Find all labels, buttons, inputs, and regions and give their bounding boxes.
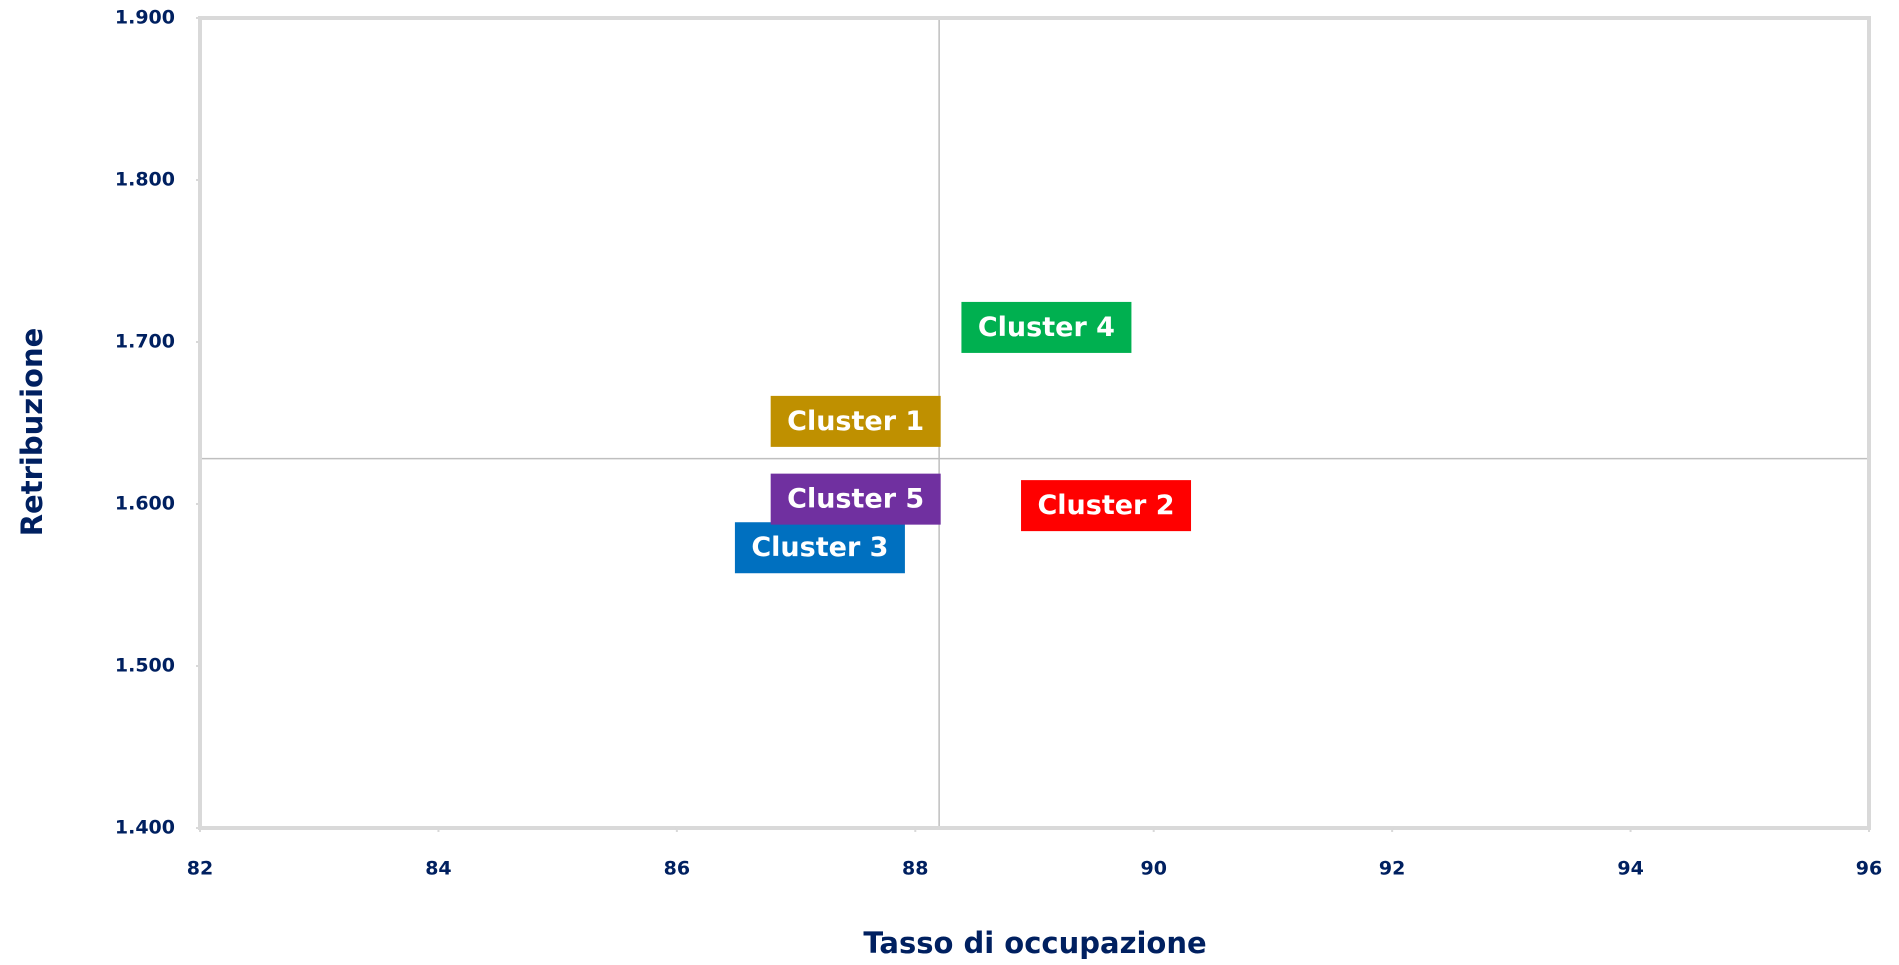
point-label: Cluster 1 — [787, 406, 924, 437]
x-tick-label: 82 — [187, 858, 213, 880]
x-tick-label: 92 — [1379, 858, 1405, 880]
y-tick-label: 1.800 — [115, 169, 175, 191]
x-tick-label: 96 — [1856, 858, 1882, 880]
point-label: Cluster 4 — [978, 312, 1115, 343]
y-tick-label: 1.600 — [115, 493, 175, 515]
point-label-box — [961, 301, 1132, 353]
x-tick-label: 88 — [902, 858, 928, 880]
point-label: Cluster 2 — [1037, 490, 1174, 521]
y-tick-label: 1.900 — [115, 7, 175, 29]
x-tick-label: 84 — [425, 858, 451, 880]
y-axis-title: Retribuzione — [15, 328, 49, 537]
point-label: Cluster 3 — [751, 532, 888, 563]
x-tick-label: 90 — [1140, 858, 1166, 880]
point-label-box — [770, 473, 941, 525]
point-label: Cluster 5 — [787, 484, 924, 515]
x-tick-label: 86 — [664, 858, 690, 880]
y-tick-label: 1.500 — [115, 655, 175, 677]
x-tick-label: 94 — [1617, 858, 1643, 880]
plot-area — [198, 16, 1871, 830]
x-axis-title: Tasso di occupazione — [863, 926, 1206, 960]
point-label-box — [1021, 480, 1192, 532]
point-label-box — [770, 395, 941, 447]
point-label-box — [734, 522, 905, 574]
y-tick-label: 1.400 — [115, 817, 175, 839]
y-tick-label: 1.700 — [115, 331, 175, 353]
